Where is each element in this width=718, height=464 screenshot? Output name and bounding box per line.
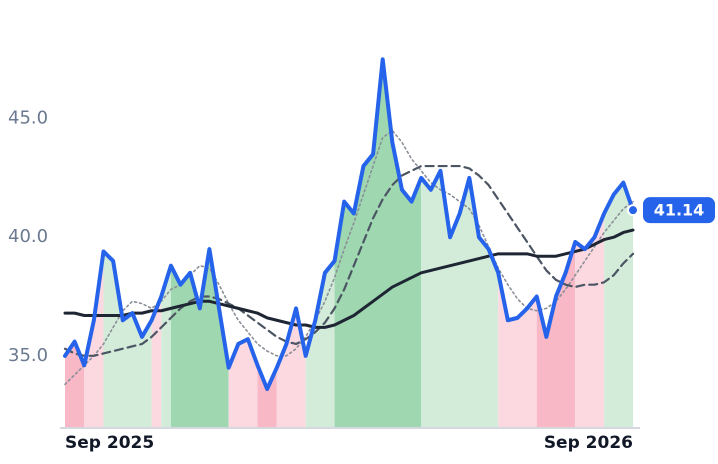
- labels: 35.0 40.0 45.0 Sep 2025 Sep 2026 41.14: [8, 108, 715, 453]
- last-value-label: 41.14: [654, 201, 705, 220]
- x-tick-label: Sep 2026: [544, 433, 633, 453]
- bands: [65, 59, 633, 428]
- y-tick-label: 35.0: [8, 345, 48, 366]
- band: [276, 308, 306, 427]
- band: [498, 272, 537, 427]
- band: [334, 59, 422, 428]
- moving-average: [63, 164, 635, 357]
- band: [65, 341, 85, 427]
- band: [604, 182, 633, 427]
- value-pill: [643, 197, 715, 224]
- lines: [63, 57, 639, 392]
- x-tick-label: Sep 2025: [65, 433, 154, 453]
- band: [421, 170, 499, 428]
- band: [151, 296, 162, 427]
- last-point: [627, 204, 639, 217]
- y-tick-label: 45.0: [8, 108, 48, 129]
- band: [103, 251, 152, 427]
- band: [170, 249, 229, 427]
- band: [575, 213, 605, 427]
- band: [305, 260, 335, 427]
- moving-average: [63, 228, 635, 329]
- price-line: [63, 57, 635, 392]
- band: [536, 241, 576, 427]
- band: [161, 265, 171, 427]
- band: [228, 339, 258, 427]
- y-tick-label: 40.0: [8, 226, 48, 247]
